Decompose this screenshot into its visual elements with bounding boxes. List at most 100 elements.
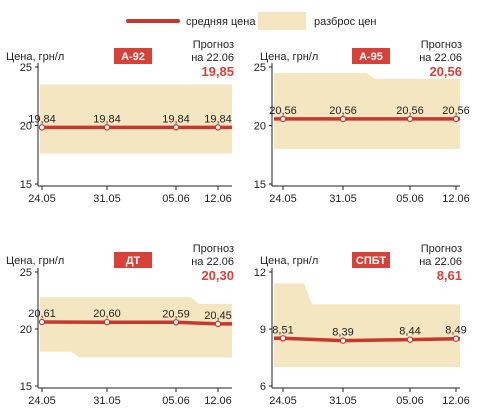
y-tick-label: 6 — [260, 381, 266, 393]
legend-range-swatch — [258, 12, 306, 30]
forecast-value: 8,61 — [437, 268, 462, 283]
x-tick-label: 24.05 — [269, 193, 297, 205]
value-label: 20,56 — [269, 105, 297, 117]
legend-range-label: разброс цен — [314, 16, 377, 28]
forecast-value: 20,56 — [429, 64, 462, 79]
avg-price-line — [274, 336, 460, 343]
chart-panel: 15 20 25 24.05 31.05 05.06 12.06 20,61 20,60 20,5… — [6, 243, 234, 407]
forecast-label: Прогноз — [421, 243, 462, 255]
forecast-date: на 22.06 — [191, 52, 234, 64]
forecast-date: на 22.06 — [419, 52, 462, 64]
x-tick-label: 31.05 — [329, 193, 357, 205]
x-tick-label: 12.06 — [204, 395, 232, 407]
x-tick-label: 05.06 — [396, 395, 424, 407]
forecast-date: на 22.06 — [191, 256, 234, 268]
avg-price-point — [406, 336, 414, 343]
y-tick-label: 25 — [20, 267, 32, 279]
x-tick-label: 12.06 — [204, 193, 232, 205]
avg-price-line — [40, 320, 232, 326]
y-tick-label: 20 — [254, 121, 266, 133]
avg-price-point — [214, 320, 222, 328]
avg-price-point — [339, 337, 347, 344]
value-label: 20,60 — [93, 308, 121, 320]
forecast-value: 19,85 — [201, 64, 234, 79]
x-tick-label: 24.05 — [269, 395, 297, 407]
fuel-badge-label: ДТ — [126, 255, 141, 267]
y-axis-title: Цена, грн/л — [6, 51, 64, 63]
y-axis-title: Цена, грн/л — [260, 255, 318, 267]
chart-panel: 6 9 12 24.05 31.05 05.06 12.06 8,51 8,39 8,44 8,49… — [254, 243, 470, 407]
x-tick-label: 24.05 — [28, 395, 56, 407]
avg-price-point — [38, 124, 46, 131]
chart-panel: 15 20 25 24.05 31.05 05.06 12.06 19,84 19,84 19,8… — [6, 39, 234, 205]
value-label: 8,39 — [332, 327, 353, 339]
price-range-band — [40, 84, 232, 154]
avg-price-point — [339, 115, 347, 123]
value-label: 19,84 — [162, 113, 190, 125]
avg-price-point — [214, 124, 222, 131]
value-label: 19,84 — [204, 113, 232, 125]
x-tick-label: 12.06 — [442, 193, 470, 205]
fuel-badge-label: СПБТ — [356, 255, 386, 267]
y-tick-label: 25 — [20, 62, 32, 74]
value-label: 8,49 — [445, 325, 466, 337]
avg-price-point — [172, 124, 180, 131]
value-label: 20,45 — [204, 310, 232, 322]
value-label: 20,56 — [396, 105, 424, 117]
value-label: 20,61 — [28, 308, 56, 320]
y-tick-label: 20 — [20, 121, 32, 133]
forecast-label: Прогноз — [193, 39, 234, 51]
fuel-badge — [114, 252, 152, 268]
x-tick-label: 05.06 — [396, 193, 424, 205]
value-label: 19,84 — [93, 113, 121, 125]
avg-price-point — [172, 319, 180, 326]
value-label: 20,59 — [162, 308, 190, 320]
fuel-badge — [114, 48, 152, 64]
chart-panel: 15 20 25 24.05 31.05 05.06 12.06 20,56 20,56 20,5… — [254, 39, 470, 205]
x-tick-label: 05.06 — [162, 395, 190, 407]
price-range-band — [40, 297, 232, 358]
x-tick-label: 31.05 — [329, 395, 357, 407]
fuel-badge — [352, 48, 390, 64]
x-tick-label: 24.05 — [28, 193, 56, 205]
fuel-badge-label: А-92 — [121, 51, 145, 63]
y-tick-label: 20 — [20, 324, 32, 336]
legend: средняя цена разброс цен — [126, 12, 377, 30]
y-tick-label: 9 — [260, 324, 266, 336]
avg-price-point — [38, 318, 46, 326]
forecast-label: Прогноз — [421, 39, 462, 51]
value-label: 8,44 — [399, 326, 420, 338]
value-label: 20,56 — [442, 105, 470, 117]
avg-price-point — [103, 124, 111, 131]
price-range-band — [274, 283, 460, 367]
y-tick-label: 15 — [254, 179, 266, 191]
value-label: 8,51 — [272, 324, 293, 336]
y-tick-label: 15 — [20, 179, 32, 191]
forecast-label: Прогноз — [193, 243, 234, 255]
avg-price-point — [103, 318, 111, 326]
value-label: 19,84 — [28, 113, 56, 125]
value-label: 20,56 — [329, 105, 357, 117]
x-tick-label: 31.05 — [93, 193, 121, 205]
price-range-band — [274, 72, 460, 149]
x-tick-label: 05.06 — [162, 193, 190, 205]
y-tick-label: 25 — [254, 62, 266, 74]
fuel-badge — [352, 252, 390, 268]
y-tick-label: 15 — [20, 381, 32, 393]
x-tick-label: 31.05 — [93, 395, 121, 407]
forecast-value: 20,30 — [201, 268, 234, 283]
avg-price-point — [279, 115, 287, 123]
legend-avg-label: средняя цена — [186, 16, 256, 28]
avg-price-point — [406, 115, 414, 123]
forecast-date: на 22.06 — [419, 256, 462, 268]
y-tick-label: 12 — [254, 267, 266, 279]
fuel-badge-label: А-95 — [359, 51, 383, 63]
y-axis-title: Цена, грн/л — [260, 51, 318, 63]
charts-layer: 15 20 25 24.05 31.05 05.06 12.06 19,84 19,84 19,8… — [6, 39, 470, 407]
y-axis-title: Цена, грн/л — [6, 255, 64, 267]
avg-price-point — [452, 335, 460, 342]
avg-price-point — [452, 115, 460, 123]
x-tick-label: 12.06 — [442, 395, 470, 407]
avg-price-point — [279, 335, 287, 342]
